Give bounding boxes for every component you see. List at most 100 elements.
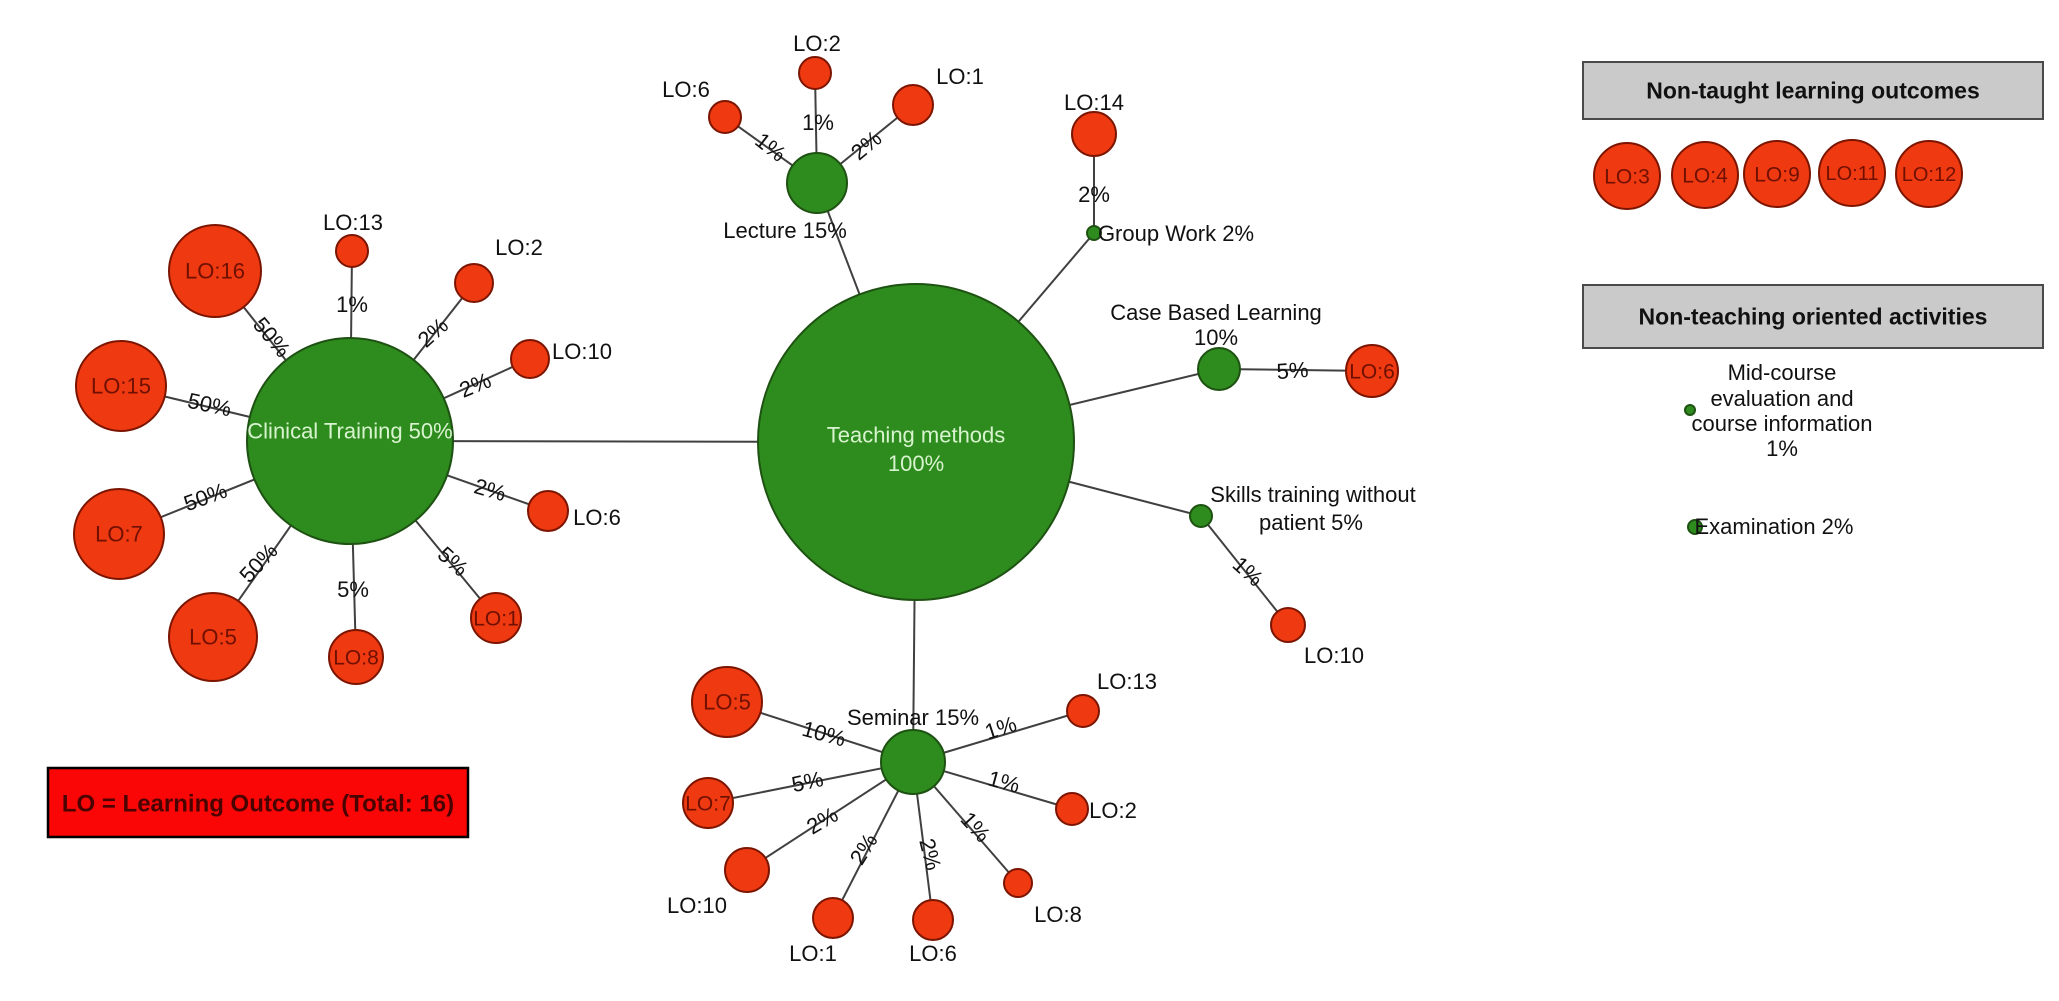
legend-layer: Non-taught learning outcomes Non-teaching… [1582,61,2044,349]
edge-label: 1% [802,110,834,135]
node-ct_lo15 [75,340,167,432]
node-sk_lo10 [1270,607,1306,643]
node-label-sem_lo7: LO:7 [685,792,731,815]
node-lec_lo6 [708,100,742,134]
node-label: Seminar 15% [847,705,979,730]
node-nt_lo11 [1818,139,1886,207]
node-label: Group Work 2% [1098,221,1254,246]
node-sem_lo2 [1055,792,1089,826]
node-cb_lo6 [1345,344,1399,398]
edge-label: 2% [845,829,883,869]
node-label-ct_lo8: LO:8 [333,646,379,669]
edge-seminar-sem_lo7 [707,761,914,804]
legend-non-teaching-title: Non-teaching oriented activities [1639,304,1988,330]
edge-label: 10% [799,716,848,752]
node-nt_lo3 [1593,142,1661,210]
edge-label: 2% [1078,182,1110,207]
edge-label: 1% [985,766,1022,798]
node-label-ct_lo15: LO:15 [91,374,151,399]
note-box [46,766,470,839]
legend-non-teaching-box [1582,284,2044,349]
node-teaching [757,283,1075,601]
edge-label: 1% [956,807,996,847]
node-label: LO:1 [789,941,837,966]
node-label: LO:2 [495,235,543,260]
node-ct_lo13 [335,234,369,268]
edge-label: 50% [180,478,230,517]
node-label-nt_lo4: LO:4 [1682,164,1728,187]
node-midcourse_dot [1684,404,1696,416]
node-label: LO:10 [667,893,727,918]
node-sem_lo6 [912,899,954,941]
node-sem_lo8 [1003,868,1033,898]
node-label: LO:8 [1034,902,1082,927]
node-label-nt_lo12: LO:12 [1902,164,1956,186]
node-ct_lo2 [454,263,494,303]
node-label: Case Based Learning [1110,300,1322,325]
node-lec_lo1 [892,84,934,126]
node-label-sem_lo5: LO:5 [703,690,751,715]
edge-label: 50% [185,388,233,422]
node-ct_lo7 [73,488,165,580]
node-label: LO:2 [793,31,841,56]
edge-label: 1% [336,292,368,317]
node-label-ct_lo16: LO:16 [185,259,245,284]
edge-label: 2% [471,473,508,506]
node-label-ct_lo1: LO:1 [473,607,519,630]
node-label-nt_lo3: LO:3 [1604,165,1650,188]
node-ct_lo5 [168,592,258,682]
node-sem_lo13 [1066,694,1100,728]
edge-skills-sk_lo10 [1200,515,1289,626]
node-label: 10% [1194,325,1238,350]
node-label: Lecture 15% [723,218,847,243]
node-clinical [246,337,454,545]
node-seminar [880,729,946,795]
node-label: 1% [1766,436,1798,461]
edge-label: 50% [234,538,282,587]
node-nt_lo9 [1743,140,1811,208]
node-label: LO:10 [1304,643,1364,668]
node-lecture [786,152,848,214]
node-label: Skills training without [1210,482,1415,507]
node-label-cb_lo6: LO:6 [1349,360,1395,383]
node-nt_lo12 [1895,140,1963,208]
node-label-ct_lo5: LO:5 [189,625,237,650]
node-gw_lo14 [1071,111,1117,157]
node-label: evaluation and [1710,386,1853,411]
edge-label: 5% [337,577,369,602]
edge-label: 2% [456,368,495,403]
edge-label: 50% [248,312,295,362]
node-label: LO:14 [1064,90,1124,115]
edge-label: 5% [789,766,825,797]
node-label: patient 5% [1259,510,1363,535]
node-layer: Teaching methods 100% Clinical Training 50… [73,56,1963,941]
node-sem_lo1 [812,897,854,939]
node-label: LO:6 [662,77,710,102]
node-label: LO:6 [909,941,957,966]
edge-label: 2% [802,802,842,840]
node-ct_lo1 [470,592,522,644]
node-ct_lo6 [527,490,569,532]
node-label: LO:6 [573,505,621,530]
node-ct_lo10 [510,339,550,379]
node-label-teaching: Teaching methods 100% [827,422,1006,476]
note-text: LO = Learning Outcome (Total: 16) [62,791,454,818]
legend-non-taught-title: Non-taught learning outcomes [1646,78,1980,104]
node-groupwork [1086,225,1102,241]
node-label: LO:13 [1097,669,1157,694]
node-label: LO:1 [936,64,984,89]
node-ct_lo16 [168,224,262,318]
node-label-clinical: Clinical Training 50% [247,419,452,444]
node-nt_lo4 [1671,141,1739,209]
node-sem_lo7 [682,777,734,829]
node-ct_lo8 [328,629,384,685]
legend-non-taught-box [1582,61,2044,120]
node-skills [1189,504,1213,528]
node-label-ct_lo7: LO:7 [95,522,143,547]
edge-label: 1% [982,711,1020,745]
node-label-nt_lo11: LO:11 [1826,163,1879,185]
node-sem_lo5 [691,666,763,738]
node-lec_lo2 [798,56,832,90]
node-label: Mid-course [1728,360,1837,385]
